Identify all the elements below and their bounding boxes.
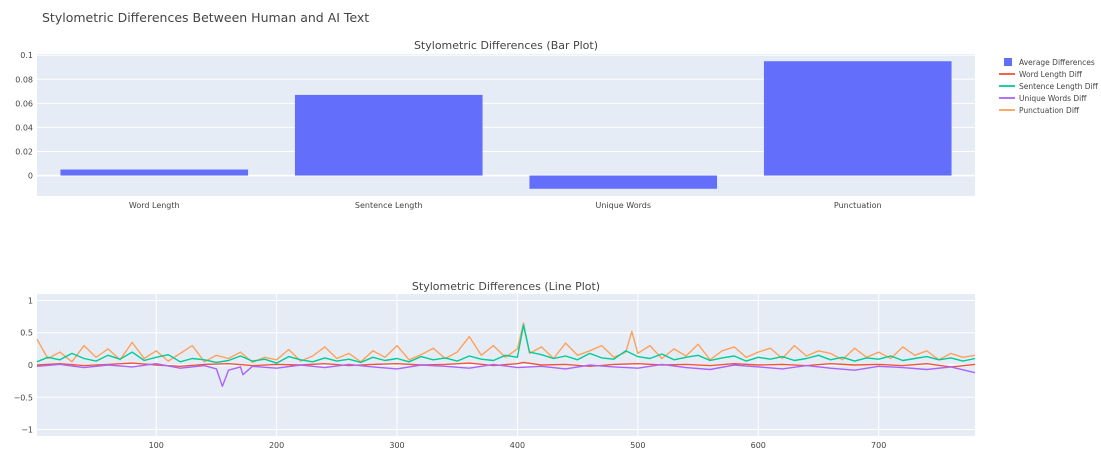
series-unique-words-diff[interactable]: [36, 363, 976, 387]
line-y-ticks: −1 −0.5 0 0.5 1: [14, 296, 33, 434]
legend-item-average-differences[interactable]: Average Differences: [1004, 58, 1095, 67]
line-x-tick-label: 100: [149, 441, 164, 450]
bar-subplot: Stylometric Differences (Bar Plot) 0 0.02…: [15, 39, 975, 210]
series-word-length-diff[interactable]: [36, 361, 976, 368]
line-x-tick-label: 300: [389, 441, 404, 450]
bar-y-tick-label: 0.1: [20, 51, 33, 60]
bar-unique-words[interactable]: [529, 175, 718, 189]
legend[interactable]: Average Differences Word Length Diff Sente…: [999, 58, 1099, 115]
line-x-tick-label: 200: [269, 441, 284, 450]
bar-y-ticks: 0 0.02 0.04 0.06 0.08 0.1: [15, 51, 33, 180]
line-x-tick-label: 500: [630, 441, 645, 450]
bar-y-tick-label: 0.08: [15, 75, 33, 84]
legend-label: Sentence Length Diff: [1019, 82, 1099, 91]
line-y-tick-label: −0.5: [14, 393, 33, 402]
bar-y-tick-label: 0: [28, 172, 33, 181]
bar-y-tick-label: 0.02: [15, 147, 33, 156]
legend-label: Average Differences: [1019, 58, 1095, 67]
legend-item-unique-words-diff[interactable]: Unique Words Diff: [999, 94, 1087, 103]
bar-word-length[interactable]: [60, 169, 249, 176]
legend-item-word-length-diff[interactable]: Word Length Diff: [999, 70, 1083, 79]
line-y-tick-label: 0: [28, 361, 33, 370]
line-x-ticks: 100 200 300 400 500 600 700: [149, 441, 887, 450]
bar-y-tick-label: 0.04: [15, 123, 33, 132]
bar-sentence-length[interactable]: [294, 94, 483, 176]
series-sentence-length-diff[interactable]: [36, 324, 976, 364]
legend-swatch-square: [1004, 58, 1012, 66]
legend-item-sentence-length-diff[interactable]: Sentence Length Diff: [999, 82, 1099, 91]
bar-y-tick-label: 0.06: [15, 99, 33, 108]
bar-plot-title: Stylometric Differences (Bar Plot): [414, 39, 598, 52]
bar-x-tick-label: Word Length: [129, 201, 180, 210]
bar-x-ticks: Word Length Sentence Length Unique Words Pu…: [129, 201, 882, 210]
line-plot-title: Stylometric Differences (Line Plot): [412, 280, 600, 293]
series-punctuation-diff[interactable]: [36, 322, 976, 364]
legend-label: Punctuation Diff: [1019, 106, 1080, 115]
bar-x-tick-label: Punctuation: [834, 201, 882, 210]
bar-x-tick-label: Sentence Length: [355, 201, 423, 210]
bar-x-tick-label: Unique Words: [596, 201, 652, 210]
line-x-tick-label: 700: [871, 441, 886, 450]
bar-punctuation[interactable]: [763, 61, 952, 176]
line-subplot: Stylometric Differences (Line Plot) −1 −0…: [14, 280, 976, 450]
line-series-group[interactable]: [36, 322, 976, 387]
figure-title: Stylometric Differences Between Human an…: [42, 10, 369, 25]
legend-label: Unique Words Diff: [1019, 94, 1087, 103]
line-x-tick-label: 400: [510, 441, 525, 450]
line-x-tick-label: 600: [751, 441, 766, 450]
line-y-tick-label: 0.5: [20, 329, 33, 338]
line-y-tick-label: 1: [28, 296, 33, 305]
bar-series[interactable]: [60, 61, 952, 189]
legend-item-punctuation-diff[interactable]: Punctuation Diff: [999, 106, 1080, 115]
line-y-tick-label: −1: [21, 426, 33, 435]
legend-label: Word Length Diff: [1019, 70, 1083, 79]
